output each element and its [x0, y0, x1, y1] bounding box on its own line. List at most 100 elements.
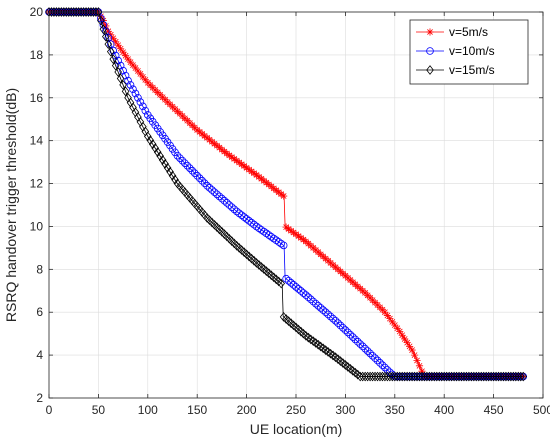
data-point-marker	[502, 371, 510, 382]
data-point-marker	[420, 371, 429, 382]
data-point-marker	[383, 311, 391, 320]
data-point-marker	[161, 159, 169, 169]
data-point-marker	[89, 7, 98, 17]
data-point-marker	[398, 371, 407, 382]
data-point-marker	[141, 76, 149, 84]
data-point-marker	[311, 299, 320, 308]
data-point-marker	[277, 239, 285, 248]
data-point-marker	[353, 337, 362, 346]
data-point-marker	[497, 371, 505, 382]
data-point-marker	[104, 39, 113, 50]
data-point-marker	[361, 344, 369, 353]
data-point-marker	[509, 371, 518, 382]
data-point-marker	[289, 281, 298, 289]
data-point-marker	[210, 188, 219, 196]
data-point-marker	[363, 371, 372, 382]
data-point-marker	[334, 319, 342, 327]
data-point-marker	[166, 166, 174, 177]
series-layer	[45, 7, 528, 382]
data-point-marker	[440, 371, 449, 382]
data-point-marker	[455, 371, 463, 382]
legend-entry: v=15m/s	[416, 63, 495, 77]
data-point-marker	[307, 334, 315, 345]
data-point-marker	[331, 316, 340, 325]
data-point-marker	[87, 7, 95, 17]
data-point-marker	[388, 318, 396, 326]
data-point-marker	[114, 41, 122, 49]
data-point-marker	[67, 7, 76, 17]
x-tick-label: 0	[46, 403, 53, 417]
data-point-marker	[413, 356, 421, 365]
data-point-marker	[230, 205, 239, 214]
data-point-marker	[457, 371, 466, 382]
legend-marker	[426, 65, 434, 75]
data-point-marker	[396, 327, 404, 336]
data-point-marker	[467, 371, 476, 382]
data-point-marker	[309, 336, 318, 347]
data-point-marker	[393, 324, 401, 332]
data-point-marker	[124, 55, 132, 63]
x-tick-label: 150	[187, 403, 207, 417]
data-point-marker	[111, 60, 120, 71]
x-tick-label: 200	[237, 403, 257, 417]
legend-marker	[426, 28, 434, 36]
data-point-marker	[477, 371, 486, 382]
data-point-marker	[489, 371, 498, 382]
y-axis-label: RSRQ handover trigger threshold(dB)	[3, 88, 19, 322]
data-point-marker	[116, 61, 125, 70]
data-point-marker	[391, 321, 399, 329]
data-point-marker	[514, 371, 523, 382]
data-point-marker	[460, 371, 468, 382]
data-point-marker	[410, 371, 419, 382]
data-point-marker	[225, 151, 233, 159]
legend-label: v=15m/s	[449, 63, 495, 77]
x-tick-label: 400	[434, 403, 454, 417]
x-tick-label: 250	[286, 403, 306, 417]
data-point-marker	[311, 338, 320, 348]
data-point-marker	[195, 174, 204, 182]
data-point-marker	[289, 228, 298, 237]
data-point-marker	[151, 143, 160, 154]
data-point-marker	[482, 371, 490, 382]
data-point-marker	[437, 371, 446, 382]
data-point-marker	[519, 372, 527, 381]
data-point-marker	[297, 287, 305, 295]
data-point-marker	[225, 201, 234, 209]
data-point-marker	[366, 371, 374, 382]
data-point-marker	[136, 70, 144, 78]
legend: v=5m/s v=10m/s v=15m/s	[409, 19, 529, 85]
data-point-marker	[240, 213, 248, 221]
data-point-marker	[516, 371, 525, 382]
data-point-marker	[117, 45, 125, 53]
data-point-marker	[302, 330, 310, 341]
data-point-marker	[381, 363, 389, 372]
data-point-marker	[247, 218, 256, 227]
data-point-marker	[284, 276, 293, 285]
data-point-marker	[134, 67, 142, 75]
data-point-marker	[131, 89, 140, 98]
data-point-marker	[238, 160, 246, 168]
data-point-marker	[282, 223, 290, 231]
data-point-marker	[319, 343, 327, 354]
data-point-marker	[64, 7, 73, 17]
data-point-marker	[519, 371, 528, 382]
data-point-marker	[134, 93, 142, 102]
x-tick-label: 500	[533, 403, 550, 417]
data-point-marker	[62, 7, 71, 17]
data-point-marker	[406, 342, 414, 350]
data-point-marker	[107, 31, 115, 39]
data-point-marker	[442, 371, 451, 382]
data-point-marker	[413, 371, 421, 382]
data-point-marker	[401, 335, 409, 343]
data-point-marker	[316, 341, 325, 352]
data-point-marker	[92, 7, 100, 17]
data-point-marker	[116, 73, 125, 84]
data-point-marker	[294, 285, 303, 293]
data-point-marker	[183, 161, 192, 170]
data-point-marker	[381, 371, 389, 382]
data-point-marker	[119, 66, 127, 75]
data-point-marker	[77, 7, 85, 17]
data-point-marker	[371, 371, 379, 382]
data-point-marker	[215, 192, 224, 201]
